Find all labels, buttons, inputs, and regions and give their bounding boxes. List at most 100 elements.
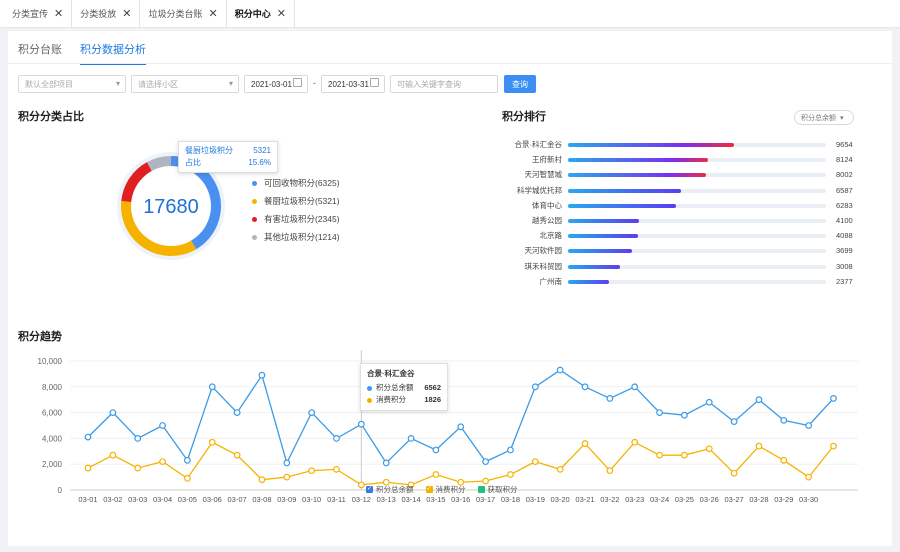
data-point[interactable] bbox=[730, 418, 738, 426]
data-point[interactable] bbox=[432, 446, 440, 454]
data-point[interactable] bbox=[333, 465, 340, 473]
data-point[interactable] bbox=[755, 442, 763, 450]
data-point[interactable] bbox=[705, 398, 713, 406]
close-icon[interactable]: ✕ bbox=[54, 8, 64, 20]
data-point[interactable] bbox=[84, 433, 92, 441]
data-point[interactable] bbox=[705, 445, 713, 453]
close-icon[interactable]: ✕ bbox=[276, 8, 286, 20]
trend-line-chart[interactable]: 0 2,000 4,000 6,000 8,000 10,000 03-01 03-02 03-… bbox=[0, 310, 900, 510]
data-point[interactable] bbox=[382, 459, 390, 467]
data-point[interactable] bbox=[681, 451, 688, 459]
data-point[interactable] bbox=[258, 371, 266, 379]
data-point[interactable] bbox=[109, 409, 117, 416]
data-point[interactable] bbox=[333, 434, 340, 442]
data-point[interactable] bbox=[183, 474, 191, 482]
points-donut-chart[interactable]: 17680 bbox=[116, 151, 226, 261]
data-point[interactable] bbox=[183, 456, 191, 464]
data-point[interactable] bbox=[606, 467, 614, 475]
data-point[interactable] bbox=[457, 423, 465, 431]
data-point[interactable] bbox=[830, 395, 837, 402]
close-icon[interactable]: ✕ bbox=[208, 8, 218, 20]
data-point[interactable] bbox=[208, 438, 216, 446]
data-point[interactable] bbox=[780, 456, 788, 464]
data-point[interactable] bbox=[531, 383, 539, 391]
data-point[interactable] bbox=[805, 422, 813, 429]
data-point[interactable] bbox=[631, 438, 639, 446]
data-point[interactable] bbox=[507, 446, 514, 454]
legend-item-recyclable[interactable]: 可回收物积分(6325) bbox=[252, 177, 340, 189]
data-point[interactable] bbox=[556, 366, 564, 374]
x-tick-label: 03-24 bbox=[650, 495, 669, 504]
x-tick-label: 03-10 bbox=[302, 495, 321, 504]
project-select[interactable]: 默认全部项目 ▾ bbox=[18, 75, 126, 93]
rank-row: 北京路 4088 bbox=[502, 230, 862, 242]
data-point[interactable] bbox=[159, 422, 166, 429]
data-point[interactable] bbox=[457, 478, 465, 486]
legend-item-kitchen[interactable]: 餐厨垃圾积分(5321) bbox=[252, 195, 340, 207]
data-point[interactable] bbox=[357, 420, 365, 428]
data-point[interactable] bbox=[84, 464, 92, 472]
data-point[interactable] bbox=[134, 464, 142, 472]
data-point[interactable] bbox=[283, 473, 291, 481]
data-point[interactable] bbox=[308, 467, 316, 475]
data-point[interactable] bbox=[606, 395, 614, 402]
data-point[interactable] bbox=[407, 481, 415, 489]
data-point[interactable] bbox=[407, 434, 415, 442]
y-tick-label: 0 bbox=[58, 486, 63, 495]
data-point[interactable] bbox=[283, 459, 291, 467]
legend-item-balance[interactable]: ✓ 积分总余额 bbox=[366, 484, 414, 495]
data-point[interactable] bbox=[382, 478, 390, 486]
data-point[interactable] bbox=[134, 434, 142, 442]
end-date-input[interactable]: 2021-03-31 bbox=[321, 75, 385, 93]
data-point[interactable] bbox=[730, 469, 738, 477]
data-point[interactable] bbox=[308, 409, 316, 416]
pie-section-title: 积分分类占比 bbox=[18, 111, 84, 123]
rank-name: 天河软件园 bbox=[524, 246, 563, 256]
trend-tooltip: 合景·科汇金谷 积分总余额 6562 消费积分 1826 bbox=[360, 363, 448, 411]
tab-points-ledger[interactable]: 积分台账 bbox=[18, 44, 62, 56]
data-point[interactable] bbox=[780, 416, 788, 424]
tab-category-delivery[interactable]: 分类投放 ✕ bbox=[76, 0, 141, 28]
legend-item-hazardous[interactable]: 有害垃圾积分(2345) bbox=[252, 213, 340, 225]
query-button[interactable]: 查询 bbox=[504, 75, 536, 93]
donut-svg: 17680 bbox=[117, 152, 225, 260]
trend-section-title: 积分趋势 bbox=[18, 331, 62, 343]
data-point[interactable] bbox=[233, 451, 241, 459]
legend-item-consumed[interactable]: ✓ 消费积分 bbox=[425, 484, 466, 495]
rank-track bbox=[568, 158, 826, 163]
data-point[interactable] bbox=[159, 458, 166, 466]
data-point[interactable] bbox=[681, 411, 688, 419]
data-point[interactable] bbox=[109, 451, 117, 459]
tab-category-promo[interactable]: 分类宣传 ✕ bbox=[8, 0, 73, 28]
legend-item-earned[interactable]: 获取积分 bbox=[477, 484, 518, 495]
community-select[interactable]: 请选择小区 ▾ bbox=[131, 75, 239, 93]
rank-metric-select[interactable]: 积分总余额 ▾ bbox=[794, 110, 854, 125]
keyword-input[interactable]: 可输入关键字查询 bbox=[390, 75, 498, 93]
data-point[interactable] bbox=[581, 440, 589, 447]
data-point[interactable] bbox=[656, 451, 663, 459]
tab-points-center[interactable]: 积分中心 ✕ bbox=[231, 0, 295, 28]
data-point[interactable] bbox=[482, 458, 490, 466]
data-point[interactable] bbox=[755, 396, 763, 404]
legend-dot bbox=[252, 216, 257, 222]
data-point[interactable] bbox=[581, 383, 589, 391]
data-point[interactable] bbox=[258, 476, 266, 484]
data-point[interactable] bbox=[208, 383, 216, 391]
tab-points-analysis[interactable]: 积分数据分析 bbox=[80, 41, 146, 65]
data-point[interactable] bbox=[357, 481, 365, 489]
data-point[interactable] bbox=[507, 471, 514, 478]
close-icon[interactable]: ✕ bbox=[122, 8, 132, 20]
data-point[interactable] bbox=[233, 409, 241, 416]
data-point[interactable] bbox=[656, 409, 663, 416]
x-tick-label: 03-25 bbox=[675, 495, 694, 504]
data-point[interactable] bbox=[631, 383, 639, 391]
data-point[interactable] bbox=[432, 471, 440, 478]
data-point[interactable] bbox=[531, 458, 539, 466]
data-point[interactable] bbox=[556, 465, 564, 473]
start-date-input[interactable]: 2021-03-01 bbox=[244, 75, 308, 93]
tab-garbage-ledger[interactable]: 垃圾分类台账 ✕ bbox=[144, 0, 227, 28]
data-point[interactable] bbox=[482, 477, 490, 485]
legend-item-other[interactable]: 其他垃圾积分(1214) bbox=[252, 231, 340, 243]
data-point[interactable] bbox=[830, 442, 837, 450]
data-point[interactable] bbox=[805, 473, 813, 481]
